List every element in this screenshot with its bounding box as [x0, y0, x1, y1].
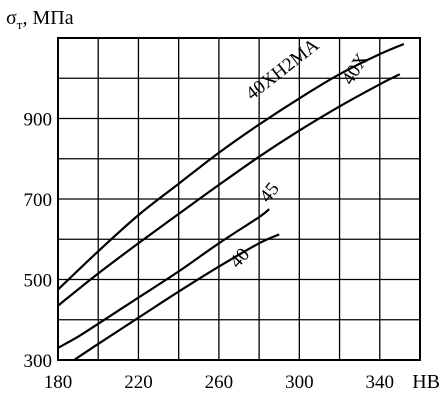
- x-axis-title: НВ: [412, 371, 440, 393]
- series-line: [73, 233, 280, 360]
- series-label: 45: [256, 179, 284, 207]
- y-tick-label: 700: [24, 190, 53, 211]
- x-tick-label: 300: [285, 372, 314, 393]
- y-tick-label: 500: [24, 271, 53, 292]
- plot-frame: [57, 37, 421, 361]
- y-tick-label: 300: [24, 351, 53, 372]
- tick-labels: 180 220 260 300 340 300 500 700 900: [24, 110, 395, 393]
- x-tick-label: 220: [124, 372, 153, 393]
- x-tick-label: 260: [205, 372, 234, 393]
- series-line: [58, 208, 270, 349]
- series-label: 40Х: [338, 49, 373, 88]
- series-label: 40ХН2МА: [242, 35, 323, 105]
- series-line: [58, 42, 405, 291]
- grid: [58, 38, 420, 360]
- series-line: [58, 73, 401, 307]
- x-tick-label: 340: [366, 372, 395, 393]
- y-tick-label: 900: [24, 110, 53, 131]
- curves: [58, 42, 405, 360]
- x-tick-label: 180: [44, 372, 73, 393]
- y-axis-title: σт, МПа: [6, 7, 74, 32]
